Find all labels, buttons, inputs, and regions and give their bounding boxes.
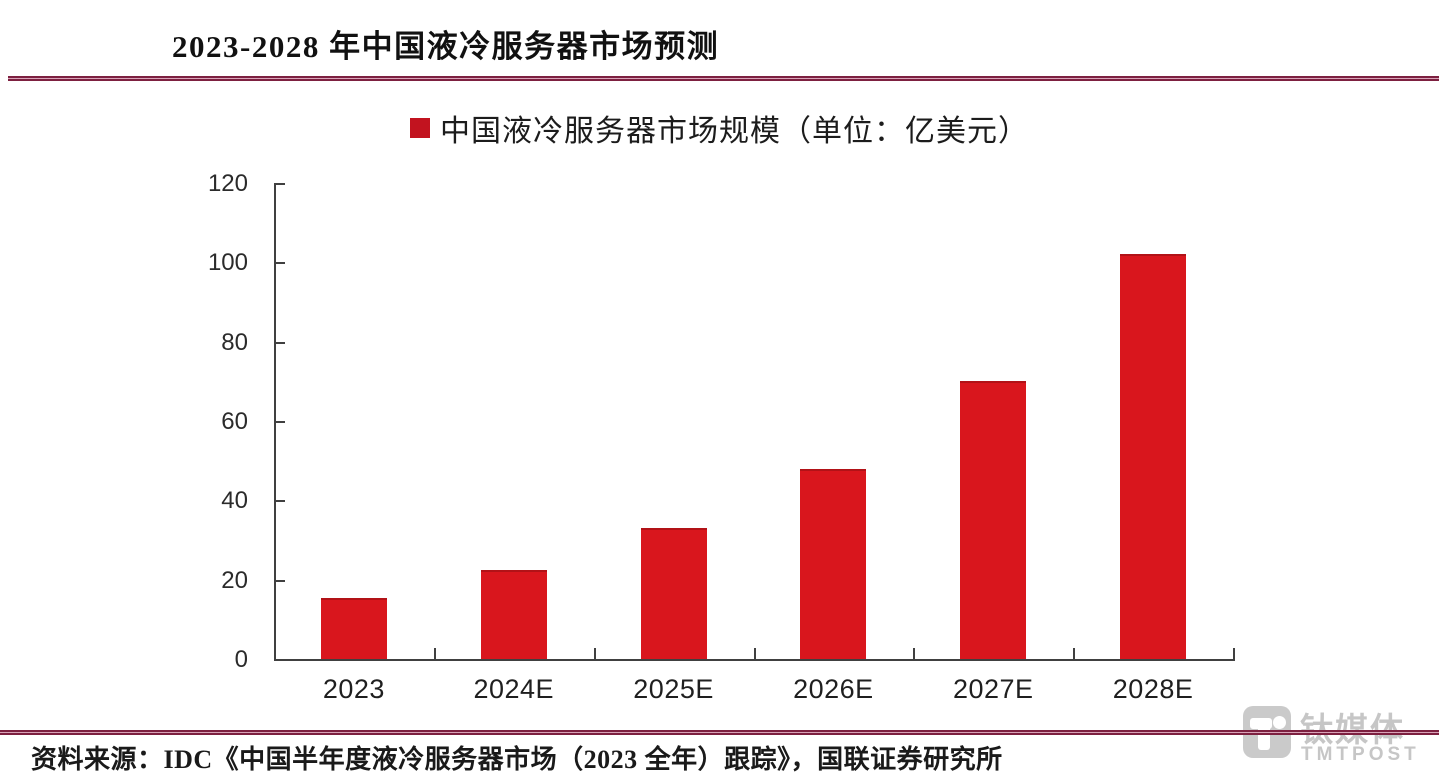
y-tick-label: 20: [221, 566, 248, 594]
y-axis-tick: [276, 421, 285, 423]
y-tick-label: 100: [207, 249, 248, 277]
x-axis-tick: [753, 648, 756, 659]
x-axis-tick: [913, 648, 916, 659]
x-axis-tick: [1073, 648, 1076, 659]
bar-2027E: [960, 381, 1027, 659]
bar-2028E: [1120, 254, 1187, 659]
y-tick-label: 60: [221, 408, 248, 435]
x-axis-line: [274, 659, 1235, 661]
bar-2024E: [480, 569, 547, 659]
x-tick-label: 2025E: [633, 674, 714, 704]
chart-legend: 中国液冷服务器市场规模（单位：亿美元）: [0, 106, 1439, 150]
x-tick-label: 2026E: [793, 674, 874, 704]
x-tick-label: 2027E: [952, 674, 1034, 704]
x-axis-tick: [1233, 648, 1235, 659]
y-axis-tick: [276, 341, 285, 344]
title-divider-rule: [8, 76, 1439, 81]
bar-2025E: [640, 528, 707, 659]
bar-2026E: [800, 468, 867, 659]
x-axis-tick: [433, 648, 436, 659]
x-axis-tick: [593, 648, 596, 659]
legend-swatch-icon: [410, 118, 430, 138]
y-axis-tick: [276, 500, 285, 503]
x-tick-label: 2028E: [1112, 674, 1194, 704]
y-tick-label: 40: [221, 487, 248, 515]
bar-2023: [320, 597, 387, 659]
chart-title: 2023-2028 年中国液冷服务器市场预测: [172, 29, 720, 64]
y-axis-tick: [276, 262, 285, 265]
y-tick-label: 80: [221, 328, 248, 356]
y-tick-label: 0: [234, 646, 248, 673]
legend-label: 中国液冷服务器市场规模（单位：亿美元）: [440, 115, 1029, 148]
y-axis-line: [274, 183, 276, 661]
watermark-cn-text: 钛媒体: [1300, 703, 1405, 751]
x-tick-label: 2023: [322, 674, 385, 704]
source-note: 资料来源：IDC《中国半年度液冷服务器市场（2023 全年）跟踪》，国联证券研究…: [31, 745, 1003, 774]
footer-divider-rule: [0, 730, 1439, 735]
y-axis-tick: [276, 579, 285, 582]
y-axis-tick: [276, 183, 285, 185]
x-tick-label: 2024E: [473, 674, 555, 704]
watermark-en-text: TMTPOST: [1301, 744, 1420, 765]
y-tick-label: 120: [207, 170, 248, 197]
